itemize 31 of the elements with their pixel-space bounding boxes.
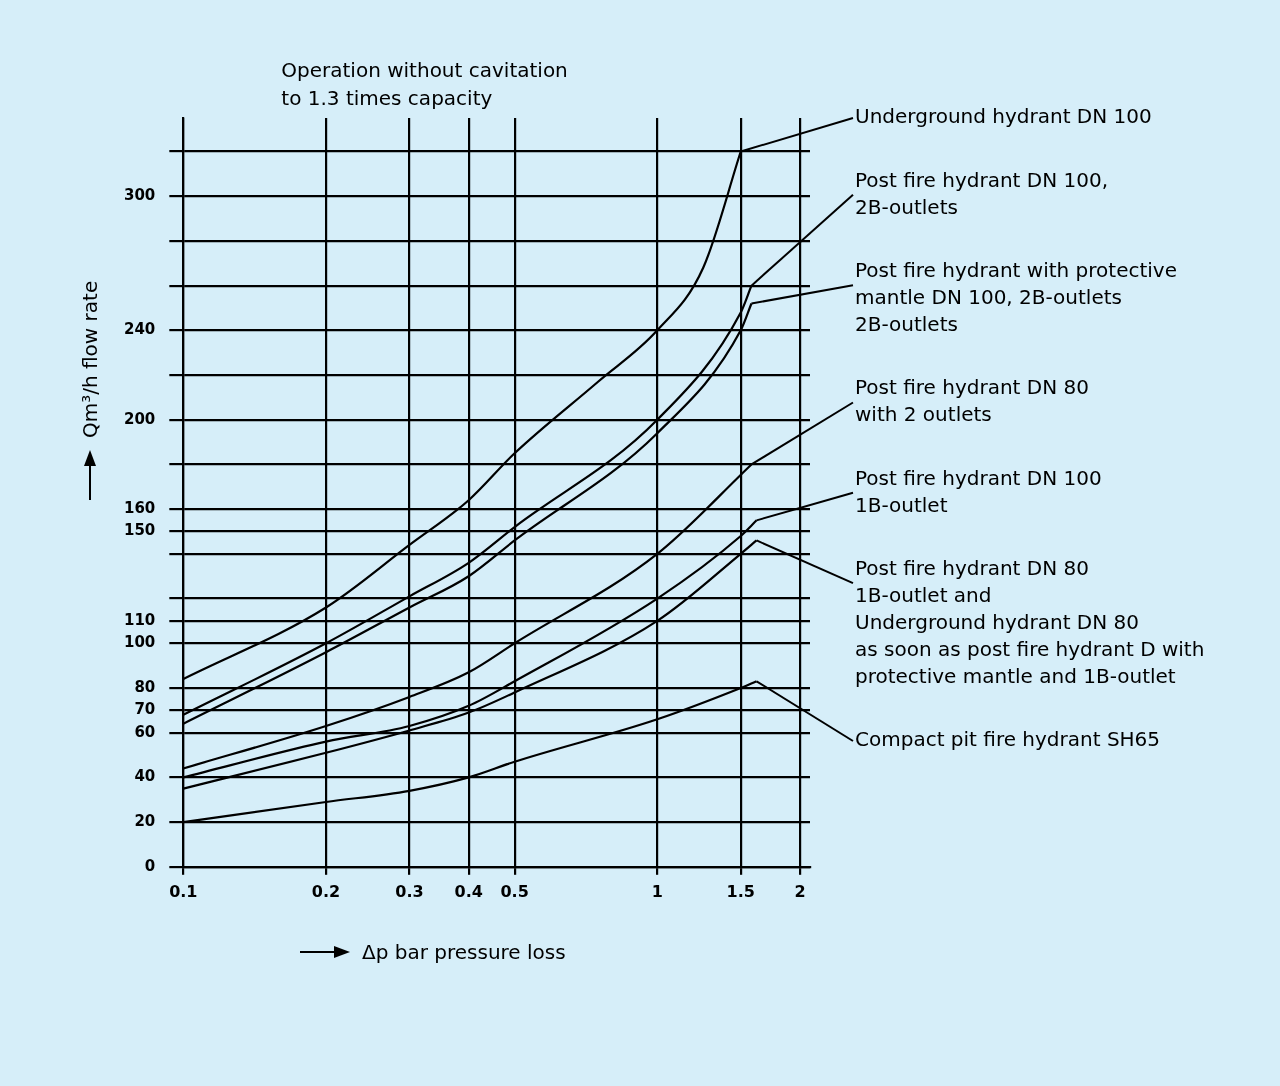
- y-tick-label: 60: [134, 722, 156, 741]
- text: Operation without cavitation to 1.3 times capacity: [281, 58, 568, 111]
- text: Post fire hydrant with protective mantle DN 100, 2B-outlets 2B-outlets: [855, 257, 1177, 336]
- x-tick-label: 1: [651, 881, 663, 901]
- text: Post fire hydrant DN 100 1B-outlet: [855, 465, 1102, 517]
- x-tick-label: 1.5: [726, 881, 755, 901]
- x-tick-label: 2: [794, 881, 806, 901]
- y-tick-label: 300: [124, 186, 156, 205]
- y-tick-label: 20: [134, 811, 156, 830]
- y-tick-label: 0: [144, 856, 156, 875]
- y-axis-title: Qm³/h flow rate: [78, 280, 102, 438]
- y-tick-label: 240: [124, 320, 156, 339]
- y-tick-label: 70: [134, 700, 156, 719]
- y-tick-label: 200: [124, 409, 156, 428]
- x-tick-label: 0.5: [500, 881, 529, 901]
- y-tick-label: 80: [134, 677, 156, 696]
- x-tick-label: 0.3: [395, 881, 424, 901]
- x-axis-title: Δp bar pressure loss: [362, 940, 566, 964]
- text: Compact pit fire hydrant SH65: [855, 727, 1161, 752]
- y-tick-label: 100: [124, 633, 156, 652]
- x-tick-label: 0.4: [454, 881, 483, 901]
- x-tick-label: 0.1: [169, 881, 198, 901]
- legend-label: Post fire hydrant DN 80 1B-outlet and Underground hydrant DN 80 as soon as post fire hydrant D with protective mantle and 1B-outlet: [855, 555, 1205, 688]
- x-tick-label: 0.2: [311, 881, 341, 901]
- y-tick-label: 40: [134, 767, 156, 786]
- y-tick-label: 110: [124, 610, 156, 629]
- text: Post fire hydrant DN 80 with 2 outlets: [855, 375, 1089, 427]
- y-tick-label: 150: [124, 521, 156, 540]
- text: Post fire hydrant DN 100, 2B-outlets: [855, 167, 1109, 219]
- text: Underground hydrant DN 100: [855, 104, 1152, 129]
- y-tick-label: 160: [124, 499, 156, 518]
